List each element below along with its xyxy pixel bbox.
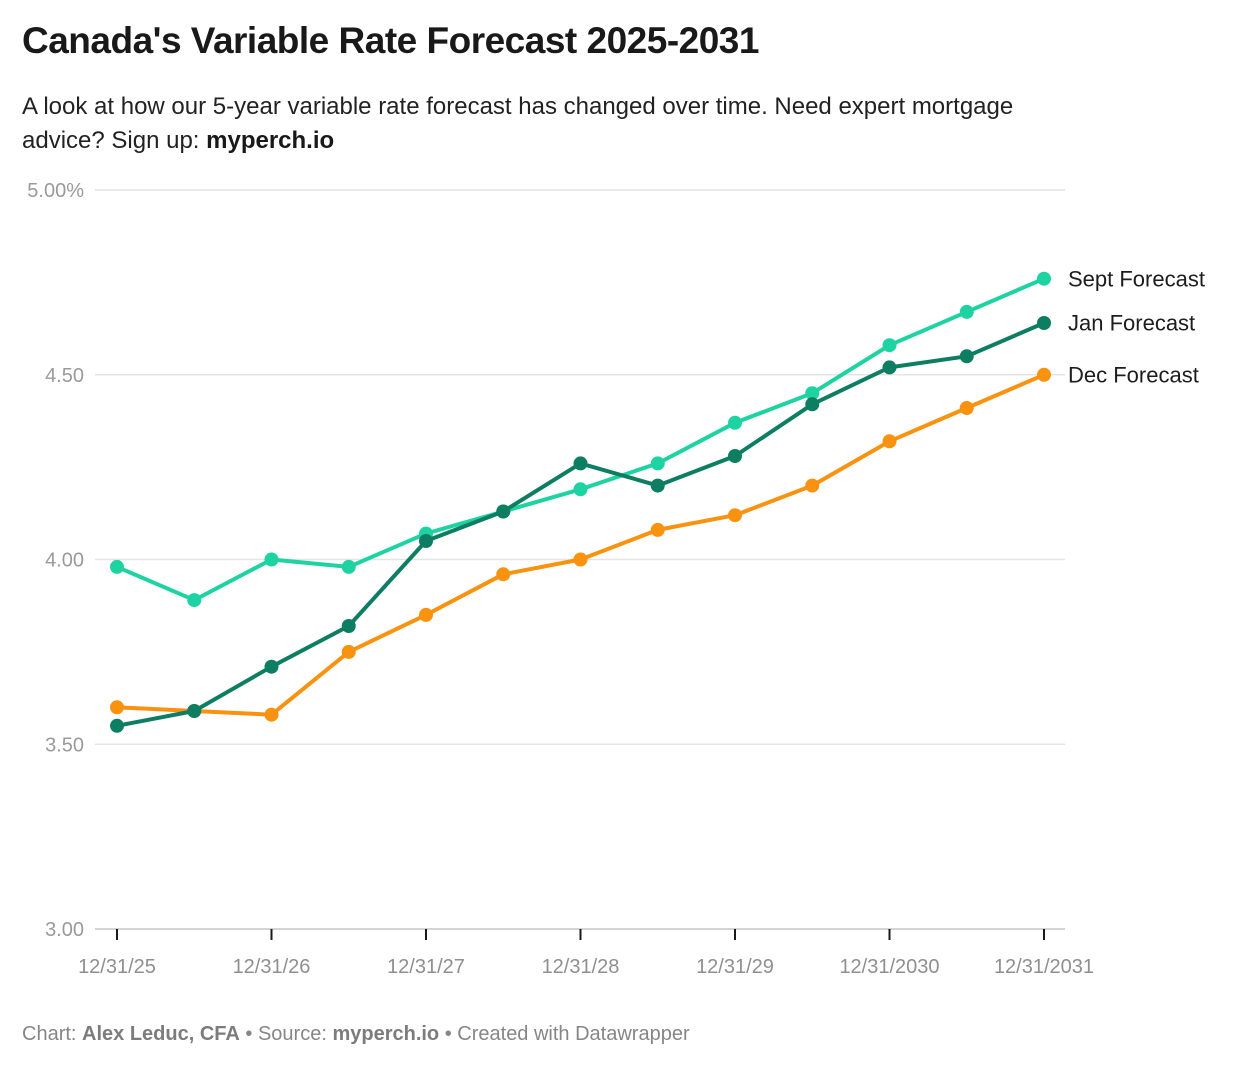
y-axis-label: 3.00	[45, 919, 84, 941]
x-axis-label: 12/31/2030	[839, 956, 939, 978]
data-point-sept-forecast[interactable]	[573, 482, 588, 497]
data-point-sept-forecast[interactable]	[728, 415, 742, 430]
footer-separator-2: •	[439, 1023, 458, 1045]
data-point-dec-forecast[interactable]	[341, 644, 356, 659]
chart-subtitle: A look at how our 5-year variable rate f…	[22, 90, 1222, 158]
footer-source-credit[interactable]: myperch.io	[332, 1023, 440, 1045]
data-point-dec-forecast[interactable]	[959, 401, 974, 415]
footer-datawrapper-credit[interactable]: Created with Datawrapper	[457, 1023, 690, 1045]
data-point-jan-forecast[interactable]	[187, 704, 202, 718]
data-point-dec-forecast[interactable]	[110, 700, 124, 715]
data-point-dec-forecast[interactable]	[264, 707, 279, 722]
series-line-jan-forecast	[115, 321, 1046, 728]
data-point-sept-forecast[interactable]	[882, 338, 897, 353]
data-point-sept-forecast[interactable]	[264, 552, 279, 567]
data-point-jan-forecast[interactable]	[419, 534, 433, 548]
data-point-dec-forecast[interactable]	[573, 552, 588, 567]
series-line-sept-forecast	[115, 276, 1046, 603]
footer-chart-label: Chart:	[22, 1023, 83, 1045]
data-point-jan-forecast[interactable]	[341, 619, 356, 633]
data-point-sept-forecast[interactable]	[341, 559, 356, 574]
y-axis-label: 5.00%	[27, 180, 84, 202]
data-point-dec-forecast[interactable]	[1037, 367, 1051, 382]
x-axis-label: 12/31/29	[696, 956, 774, 978]
data-point-jan-forecast[interactable]	[573, 456, 588, 471]
data-point-jan-forecast[interactable]	[959, 349, 974, 364]
x-axis-label: 12/31/2031	[994, 956, 1094, 978]
footer-separator-1: •	[239, 1023, 258, 1045]
data-point-sept-forecast[interactable]	[650, 456, 665, 471]
footer-source-label: Source:	[257, 1023, 333, 1045]
data-point-dec-forecast[interactable]	[496, 567, 511, 582]
subtitle-line1: A look at how our 5-year variable rate f…	[22, 93, 1014, 120]
data-point-sept-forecast[interactable]	[187, 593, 202, 608]
subtitle-signup-link[interactable]: myperch.io	[206, 127, 335, 154]
chart-header: Canada's Variable Rate Forecast 2025-203…	[22, 18, 1222, 158]
series-end-label-jan-forecast: Jan Forecast	[1068, 311, 1195, 336]
page-title: Canada's Variable Rate Forecast 2025-203…	[22, 20, 759, 61]
chart-footer: Chart: Alex Leduc, CFA • Source: myperch…	[22, 1021, 690, 1047]
data-point-dec-forecast[interactable]	[805, 478, 820, 493]
data-point-dec-forecast[interactable]	[882, 434, 897, 449]
data-point-sept-forecast[interactable]	[1037, 271, 1051, 286]
series-end-label-dec-forecast: Dec Forecast	[1068, 362, 1199, 387]
data-point-sept-forecast[interactable]	[110, 559, 124, 574]
y-axis-label: 3.50	[45, 734, 84, 756]
y-axis-label: 4.50	[45, 365, 84, 387]
series-end-label-sept-forecast: Sept Forecast	[1068, 266, 1205, 291]
data-point-dec-forecast[interactable]	[650, 522, 665, 537]
data-point-dec-forecast[interactable]	[728, 508, 742, 523]
x-axis-label: 12/31/26	[233, 956, 311, 978]
subtitle-line2: advice? Sign up:	[22, 127, 207, 154]
data-point-jan-forecast[interactable]	[728, 449, 742, 463]
data-point-sept-forecast[interactable]	[959, 304, 974, 319]
x-axis-label: 12/31/25	[78, 956, 156, 978]
data-point-jan-forecast[interactable]	[1037, 316, 1051, 330]
data-point-dec-forecast[interactable]	[419, 607, 433, 622]
data-point-jan-forecast[interactable]	[496, 504, 511, 519]
data-point-sept-forecast[interactable]	[805, 386, 820, 401]
data-point-jan-forecast[interactable]	[650, 478, 665, 493]
series-line-dec-forecast	[115, 372, 1046, 717]
y-axis-label: 4.00	[45, 550, 84, 572]
data-point-jan-forecast[interactable]	[805, 397, 820, 412]
footer-chart-credit: Alex Leduc, CFA	[82, 1023, 240, 1045]
data-point-jan-forecast[interactable]	[264, 659, 279, 674]
x-axis-label: 12/31/28	[542, 956, 620, 978]
data-point-jan-forecast[interactable]	[110, 718, 124, 733]
x-axis-label: 12/31/27	[387, 956, 465, 978]
data-point-jan-forecast[interactable]	[882, 360, 897, 375]
